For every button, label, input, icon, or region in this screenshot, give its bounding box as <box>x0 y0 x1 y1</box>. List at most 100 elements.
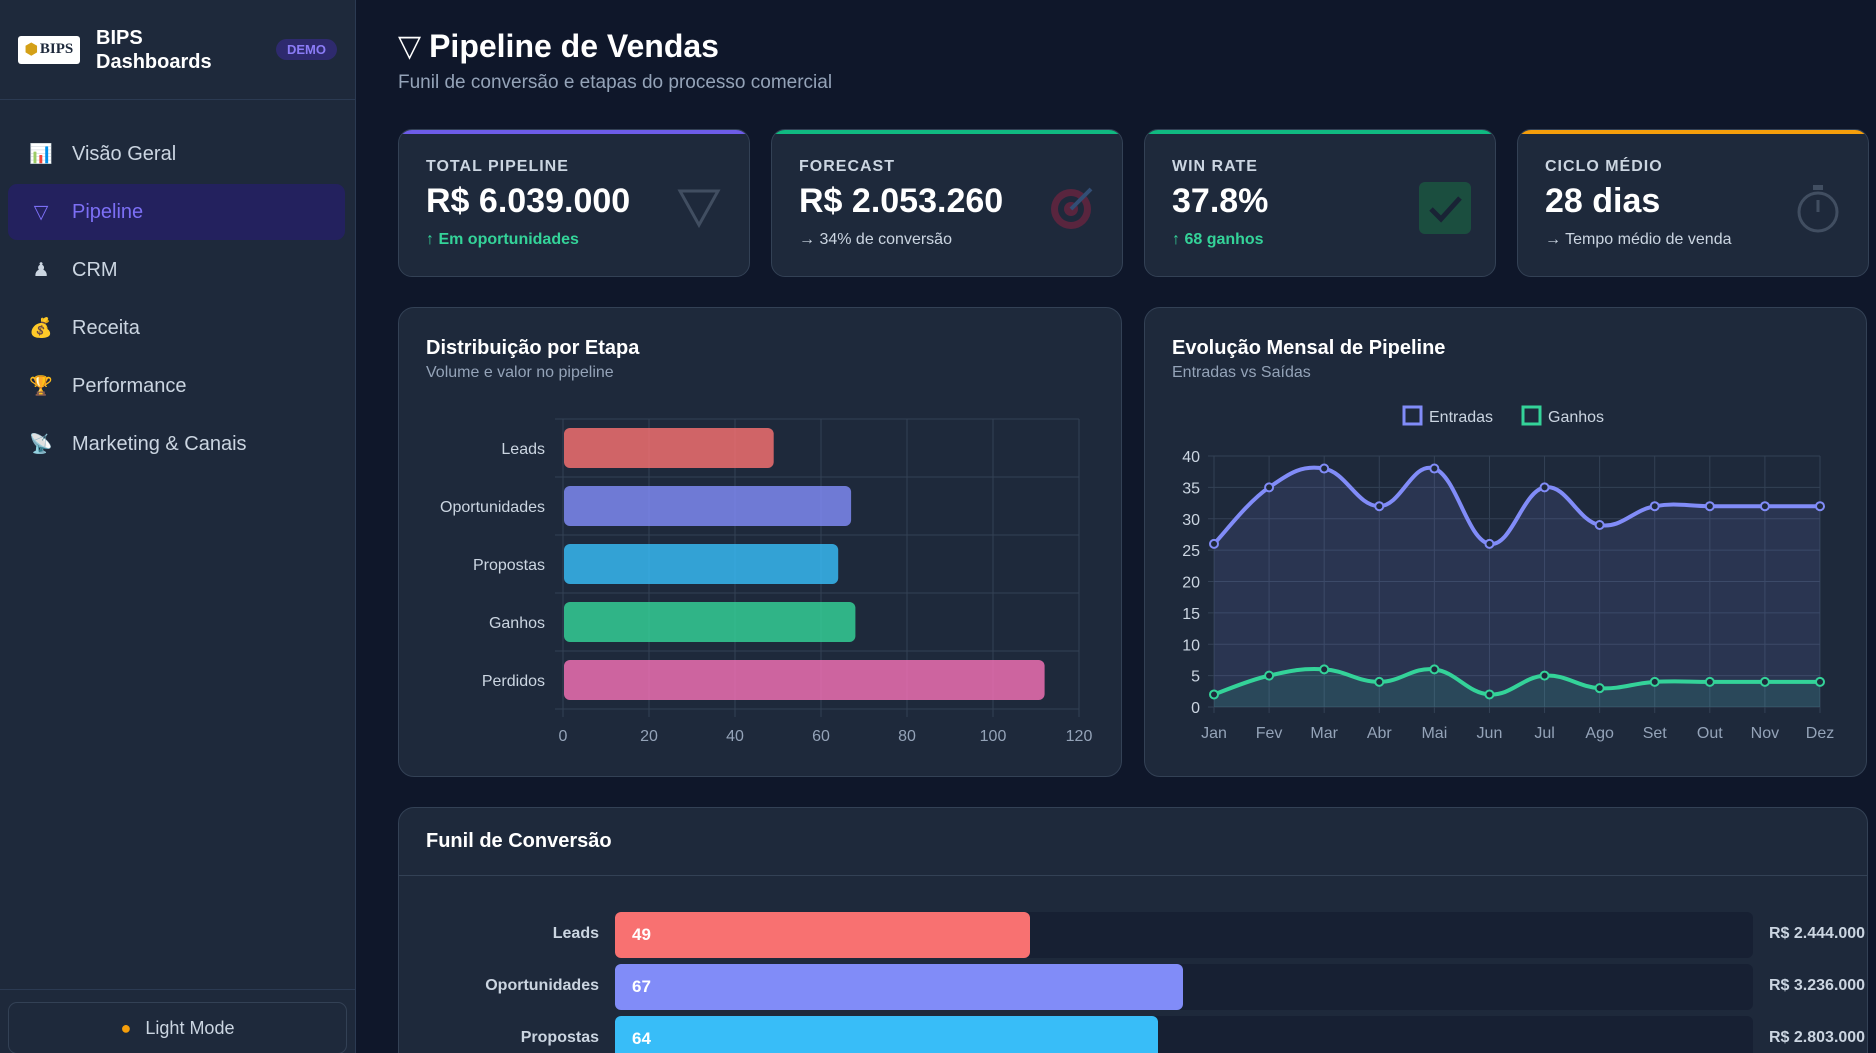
series-area <box>1214 467 1820 707</box>
sidebar-item-label: Visão Geral <box>72 142 177 165</box>
evolution-subtitle: Entradas vs Saídas <box>1172 364 1311 381</box>
funnel-row-value: R$ 3.236.000 <box>1769 977 1866 994</box>
legend-label: Entradas <box>1429 409 1493 426</box>
data-point <box>1815 501 1825 512</box>
brand-logo-text: BIPS <box>39 41 74 57</box>
y-tick-label: 20 <box>1182 575 1200 592</box>
data-point <box>1319 463 1330 474</box>
x-tick-label: 120 <box>1066 728 1093 745</box>
funnel-row-label: Leads <box>552 925 599 942</box>
y-tick-label: 5 <box>1191 669 1200 686</box>
sidebar-item-visao-geral[interactable]: 📊 Visão Geral <box>8 126 345 182</box>
funnel-divider <box>399 875 1867 876</box>
x-tick-label: Set <box>1643 725 1668 742</box>
target-icon <box>1044 180 1100 236</box>
sidebar-item-performance[interactable]: 🏆 Performance <box>8 358 345 414</box>
light-mode-button[interactable]: ● Light Mode <box>8 1002 347 1053</box>
sidebar-item-label: Receita <box>72 316 140 339</box>
sun-icon: ● <box>120 1017 132 1038</box>
sidebar-item-label: Performance <box>72 374 187 397</box>
evolution-line-chart: 0 5 10 15 20 25 30 35 40 Jan Fev Mar Abr Mai Jun Jul Ago… <box>1182 405 1834 742</box>
data-point <box>1484 689 1495 700</box>
bar <box>564 428 774 468</box>
x-tick-label: Mar <box>1310 725 1338 742</box>
brand-logo[interactable]: ⬢ BIPS <box>18 35 80 64</box>
funnel-track: 64 <box>615 1016 1753 1053</box>
sidebar-footer: ● Light Mode <box>0 989 355 1053</box>
sidebar-item-label: Pipeline <box>72 200 144 223</box>
x-tick-label: 40 <box>726 728 744 745</box>
distribution-bar-chart: 0 20 40 60 80 100 120 Leads Oportunidades Propost… <box>440 418 1093 745</box>
y-tick-label: 0 <box>1191 700 1200 717</box>
sidebar-nav: 📊 Visão Geral ▽ Pipeline ♟ CRM 💰 Receita… <box>0 100 355 472</box>
light-mode-label: Light Mode <box>145 1017 235 1038</box>
bar <box>564 602 856 642</box>
logo-mark-icon: ⬢ <box>24 42 38 58</box>
funnel-row-value: R$ 2.803.000 <box>1769 1029 1866 1046</box>
sidebar-item-receita[interactable]: 💰 Receita <box>8 300 345 356</box>
kpi-value: R$ 2.053.260 <box>799 182 1004 220</box>
data-point <box>1209 538 1219 549</box>
distribution-card: Distribuição por Etapa Volume e valor no… <box>398 307 1122 777</box>
data-point <box>1209 689 1219 700</box>
legend-swatch <box>1402 405 1423 426</box>
data-point <box>1649 676 1660 687</box>
sidebar-item-label: Marketing & Canais <box>72 432 247 455</box>
kpi-value: 28 dias <box>1545 182 1661 220</box>
data-point <box>1704 501 1715 512</box>
kpi-label: TOTAL PIPELINE <box>426 158 569 175</box>
data-point <box>1594 520 1605 531</box>
y-tick-label: 40 <box>1182 449 1200 466</box>
funnel-track: 49 <box>615 912 1753 958</box>
kpi-delta: ↑ 68 ganhos <box>1172 231 1264 248</box>
data-point <box>1264 482 1275 493</box>
kpi-ciclo-medio: CICLO MÉDIO 28 dias → Tempo médio de ven… <box>1517 129 1869 277</box>
data-point <box>1319 664 1330 675</box>
data-point <box>1539 670 1550 681</box>
x-tick-label: 20 <box>640 728 658 745</box>
sidebar-item-marketing[interactable]: 📡 Marketing & Canais <box>8 416 345 472</box>
data-point <box>1429 664 1440 675</box>
x-tick-label: Ago <box>1585 725 1614 742</box>
bar <box>564 660 1045 700</box>
kpi-label: FORECAST <box>799 158 895 175</box>
x-tick-label: Jun <box>1477 725 1503 742</box>
kpi-accent-bar <box>1145 130 1495 134</box>
y-tick-label: 35 <box>1182 480 1200 497</box>
x-tick-label: Jul <box>1534 725 1554 742</box>
kpi-total-pipeline: TOTAL PIPELINE R$ 6.039.000 ↑ Em oportun… <box>398 129 750 277</box>
kpi-delta: ↑ Em oportunidades <box>426 231 579 248</box>
funnel-icon: ▽ <box>398 30 422 63</box>
x-tick-label: Dez <box>1806 725 1834 742</box>
kpi-forecast: FORECAST R$ 2.053.260 → 34% de conversão <box>771 129 1123 277</box>
kpi-accent-bar <box>399 130 749 134</box>
sidebar-item-label: CRM <box>72 258 118 281</box>
satellite-icon: 📡 <box>29 434 53 455</box>
x-tick-label: Jan <box>1201 725 1227 742</box>
legend-swatch <box>1521 405 1542 426</box>
funnel-row-value: R$ 2.444.000 <box>1769 925 1866 942</box>
data-point <box>1374 501 1385 512</box>
y-tick-label: Propostas <box>473 557 545 574</box>
data-point <box>1264 670 1275 681</box>
x-tick-label: 0 <box>559 728 568 745</box>
data-point <box>1374 676 1385 687</box>
demo-badge: DEMO <box>276 39 337 60</box>
data-point <box>1594 683 1605 694</box>
funnel-card: Funil de Conversão Leads 49 R$ 2.444.000 Op… <box>398 807 1868 1053</box>
y-tick-label: Leads <box>501 441 545 458</box>
funnel-icon: ▽ <box>33 201 49 223</box>
funnel-row-label: Oportunidades <box>485 977 599 994</box>
x-tick-label: Fev <box>1256 725 1283 742</box>
y-tick-label: Oportunidades <box>440 499 545 516</box>
funnel-bar: 64 <box>615 1016 1158 1053</box>
sidebar-item-pipeline[interactable]: ▽ Pipeline <box>8 184 345 240</box>
kpi-label: CICLO MÉDIO <box>1545 158 1663 175</box>
data-point <box>1649 501 1660 512</box>
distribution-title: Distribuição por Etapa <box>426 337 640 359</box>
kpi-delta: → Tempo médio de venda <box>1545 231 1732 248</box>
page-title-text: Pipeline de Vendas <box>429 28 719 64</box>
main-content: ▽ Pipeline de Vendas Funil de conversão … <box>398 0 1876 1053</box>
evolution-title: Evolução Mensal de Pipeline <box>1172 337 1446 359</box>
sidebar-item-crm[interactable]: ♟ CRM <box>8 242 345 298</box>
